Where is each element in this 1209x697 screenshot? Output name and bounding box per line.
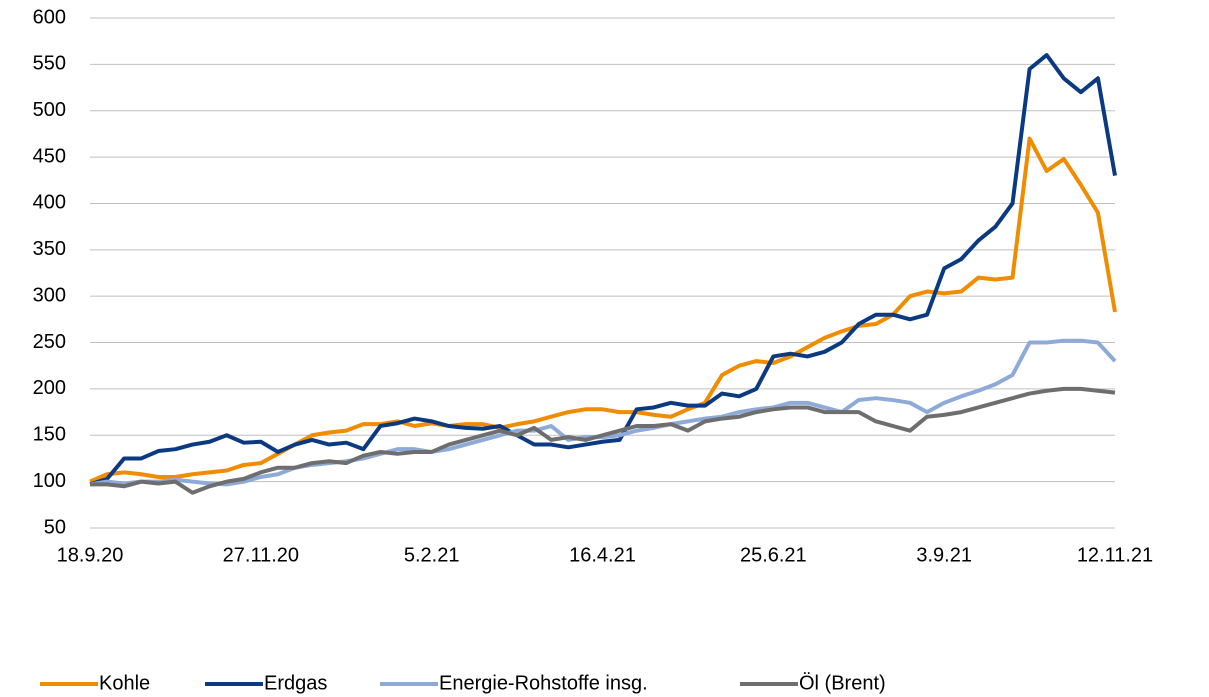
y-tick-label: 300 [33,284,66,306]
y-tick-label: 400 [33,192,66,214]
y-tick-label: 450 [33,145,66,167]
x-tick-label: 5.2.21 [404,544,460,566]
y-tick-label: 250 [33,331,66,353]
legend-label: Kohle [99,672,150,694]
y-tick-label: 350 [33,238,66,260]
y-tick-label: 600 [33,6,66,28]
line-series [89,53,1117,487]
y-tick-label: 550 [33,53,66,75]
y-tick-label: 200 [33,377,66,399]
legend-label: Öl (Brent) [799,672,886,694]
line-series [90,386,1116,495]
y-tick-label: 150 [33,424,66,446]
x-tick-label: 12.11.21 [1077,544,1153,566]
x-tick-label: 3.9.21 [916,544,972,566]
y-tick-label: 500 [33,99,66,121]
x-tick-label: 25.6.21 [740,544,807,566]
y-tick-label: 50 [44,516,66,538]
x-tick-label: 16.4.21 [569,544,636,566]
x-tick-label: 18.9.20 [57,544,124,566]
legend-label: Erdgas [264,672,327,694]
x-tick-label: 27.11.20 [223,544,299,566]
line-series [89,136,1117,484]
legend-label: Energie-Rohstoffe insg. [439,672,648,694]
y-tick-label: 100 [33,470,66,492]
